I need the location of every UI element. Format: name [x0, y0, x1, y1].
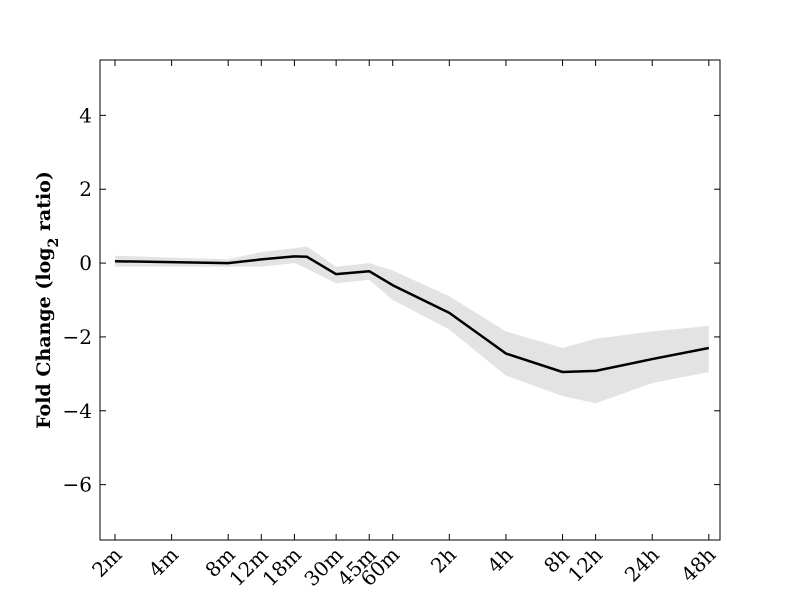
confidence-band — [115, 246, 709, 404]
y-tick-label-2: 0 — [79, 251, 92, 275]
y-tick-label-3: −2 — [63, 325, 92, 349]
x-tick-label-13: 48h — [676, 542, 720, 586]
y-axis-title-suffix: ratio) — [33, 171, 55, 238]
x-tick-label-4: 18m — [258, 543, 306, 591]
x-tick-label-8: 2h — [426, 542, 461, 577]
y-tick-label-1: 2 — [79, 177, 92, 201]
y-axis-title-prefix: Fold Change (log — [33, 247, 55, 428]
y-tick-label-0: 4 — [79, 103, 92, 127]
x-tick-label-1: 4m — [144, 543, 183, 582]
series-line — [114, 255, 710, 374]
y-tick-label-5: −6 — [63, 473, 92, 497]
x-tick-label-9: 4h — [482, 542, 517, 577]
plot-frame — [99, 59, 721, 541]
y-axis-title: Fold Change (log2 ratio) — [33, 171, 62, 429]
x-tick-label-11: 12h — [563, 542, 607, 586]
x-tick-label-12: 24h — [620, 542, 664, 586]
y-tick-label-4: −4 — [63, 399, 92, 423]
y-axis-title-subscript: 2 — [46, 238, 62, 248]
x-tick-label-0: 2m — [87, 543, 126, 582]
plot-area — [114, 246, 710, 404]
